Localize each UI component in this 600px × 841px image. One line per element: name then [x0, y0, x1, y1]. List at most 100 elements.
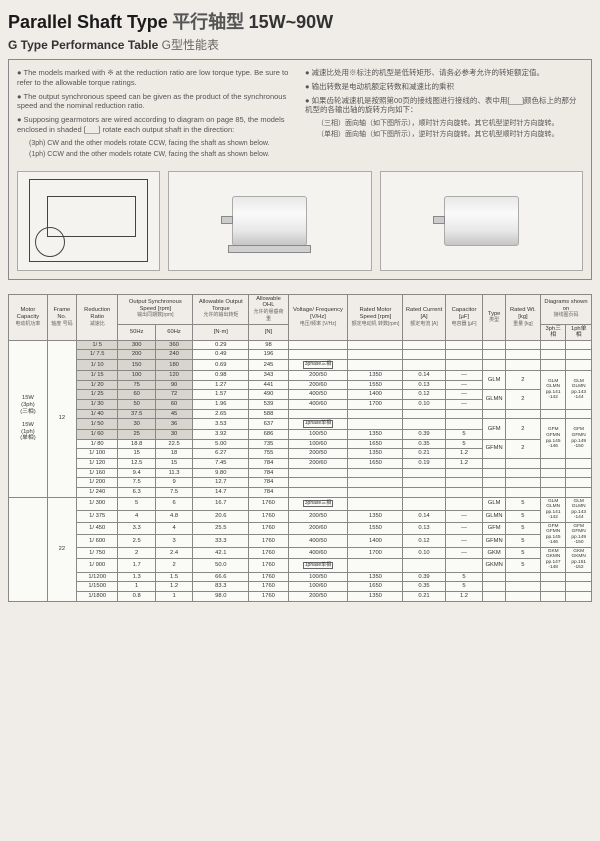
cell-frame: 12 [47, 340, 76, 497]
cell-50hz: 5 [118, 497, 155, 510]
cell-50hz: 15 [118, 449, 155, 459]
cell-ratio: 1/1200 [76, 572, 118, 582]
cell-wt: 5 [505, 535, 540, 548]
cell-60hz: 7.5 [155, 487, 192, 497]
notes-right: 减速比处用※标注的机型是低转矩形、请务必参考允许的转矩额定值。 输出转数是电动机… [305, 68, 583, 161]
cell-amp: 0.14 [403, 510, 445, 522]
cell-60hz: 180 [155, 360, 192, 371]
th-cn: 电动机功率 [15, 321, 40, 327]
cell-vf: 400/60 [288, 399, 348, 409]
th-cn: 轴度 号码 [51, 321, 72, 327]
note-item: 如果齿轮减速机是按照第00页的接线图进行接线的、表中用[___]颜色标上的那分机… [305, 96, 583, 116]
th-1ph: 1ph单相 [566, 324, 592, 340]
th-current: Rated Current [A] [406, 307, 442, 320]
sub-note: （单相）面向轴（如下图所示），逆时针方向旋转。其它机型顺时针方向旋转。 [317, 130, 583, 139]
cell-ohl: 1760 [249, 582, 288, 592]
cell-type: GLMN [483, 390, 505, 409]
cell-ratio: 1/ 450 [76, 522, 118, 535]
table-row: 1/18000.8198.01760200/5013500.211.2 [9, 592, 592, 602]
cell-diag: GKM GKMN pp.147 -148 [540, 547, 565, 572]
cell-ratio: 1/ 100 [76, 449, 118, 459]
cell-3ph-label: 3phase三相 [288, 497, 348, 510]
cell-diag: GLM GLMN pp.141 -142 [540, 370, 565, 409]
subtitle-cn: G型性能表 [162, 38, 219, 52]
th-50hz: 50Hz [118, 324, 155, 340]
cell-diag: GFM GFMN pp.149 -150 [566, 522, 592, 547]
cell-cap: — [445, 547, 483, 559]
cell-60hz: 2 [155, 559, 192, 572]
cell-ratio: 1/ 160 [76, 468, 118, 478]
th-motor-capacity: Motor Capacity [17, 307, 40, 320]
th-cn: 允许的输出转矩 [203, 312, 238, 318]
cell-50hz: 25 [118, 429, 155, 439]
cell-ohl: 1760 [249, 522, 288, 535]
cell-50hz: 200 [118, 350, 155, 360]
cell-type: GFMN [483, 439, 505, 458]
cell-ratio: 1/ 900 [76, 559, 118, 572]
cell-motor-cap: 15W (3ph) (三相) 15W (1ph) (单相) [9, 340, 48, 497]
cell-torque: 6.27 [193, 449, 249, 459]
cell-rpm: 1700 [348, 399, 403, 409]
cell-rpm: 1650 [348, 582, 403, 592]
cell-amp: 0.10 [403, 399, 445, 409]
cell-ohl: 784 [249, 487, 288, 497]
cell-cap: — [445, 535, 483, 548]
cell-50hz: 37.5 [118, 409, 155, 419]
th-type: Type [488, 311, 501, 317]
cell-vf: 200/50 [288, 592, 348, 602]
cell-60hz: 1 [155, 592, 192, 602]
cell-vf: 200/60 [288, 458, 348, 468]
cell-torque: 14.7 [193, 487, 249, 497]
images-row [17, 171, 583, 271]
cell-cap: — [445, 510, 483, 522]
cell-ohl: 1760 [249, 510, 288, 522]
cell-cap: — [445, 370, 483, 380]
table-row: 1/ 2007.5912.7784 [9, 478, 592, 488]
cell-ratio: 1/ 15 [76, 370, 118, 380]
subtitle-en: G Type Performance Table [8, 38, 158, 52]
table-row: 15W (3ph) (三相) 15W (1ph) (单相)121/ 530036… [9, 340, 592, 350]
cell-3ph-label: 3phase三相 [288, 360, 348, 371]
th-torque: Allowable Output Torque [199, 299, 243, 312]
cell-vf: 200/50 [288, 449, 348, 459]
cell-ratio: 1/ 60 [76, 429, 118, 439]
cell-50hz: 18.8 [118, 439, 155, 449]
cell-wt: 2 [505, 370, 540, 389]
cell-ohl: 637 [249, 419, 288, 430]
cell-type: GKM [483, 547, 505, 559]
cell-50hz: 1.3 [118, 572, 155, 582]
cell-torque: 3.92 [193, 429, 249, 439]
cell-ratio: 1/ 25 [76, 390, 118, 400]
cell-motor-cap [9, 497, 48, 601]
cell-rpm: 1350 [348, 429, 403, 439]
th-cn: 类型 [489, 317, 499, 323]
table-row: 1/ 8018.822.55.00735100/6016500.355GFMN2 [9, 439, 592, 449]
cell-vf: 200/60 [288, 522, 348, 535]
cell-wt: 5 [505, 510, 540, 522]
th-wt: Rated Wt. [kg] [510, 307, 536, 320]
table-row: 1/150011.283.31760100/6016500.355 [9, 582, 592, 592]
cell-type: GKMN [483, 559, 505, 572]
table-row: 1/ 151001200.98343200/5013500.14—GLM2GLM… [9, 370, 592, 380]
cell-type: GFM [483, 419, 505, 439]
th-n: [N] [249, 324, 288, 340]
cell-ratio: 1/ 7.5 [76, 350, 118, 360]
th-cn: 重量 [kg] [513, 321, 532, 327]
cell-cap: 5 [445, 439, 483, 449]
cell-torque: 5.00 [193, 439, 249, 449]
table-row: 1/ 9001.7250.017601phase单相GKMN5 [9, 559, 592, 572]
cell-torque: 20.6 [193, 510, 249, 522]
cell-torque: 9.80 [193, 468, 249, 478]
th-cn: 减速比 [90, 321, 105, 327]
cell-diag: GFM GFMN pp.145 -146 [540, 522, 565, 547]
cell-diag: GKM GKMN pp.151 -152 [566, 547, 592, 572]
table-row: 1/ 7.52002400.49196 [9, 350, 592, 360]
cell-ratio: 1/ 600 [76, 535, 118, 548]
cell-cap: 1.2 [445, 458, 483, 468]
cell-rpm: 1350 [348, 572, 403, 582]
th-voltage: Voltage/ Frequency [V/Hz] [293, 307, 343, 320]
cell-60hz: 9 [155, 478, 192, 488]
cell-60hz: 30 [155, 429, 192, 439]
cell-cap: — [445, 399, 483, 409]
table-row: 1/ 37544.820.61760200/5013500.14—GLMN5 [9, 510, 592, 522]
